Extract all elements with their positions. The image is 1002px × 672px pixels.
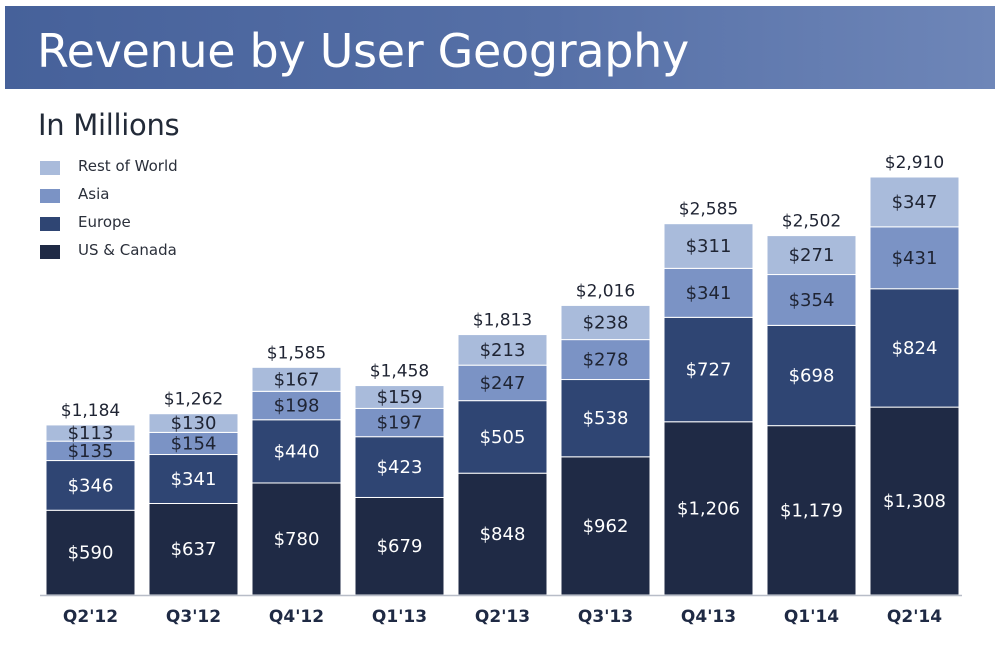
bar-segment-us-canada-q2-13	[457, 472, 548, 596]
bar-segment-rest-of-world-q1-13	[354, 385, 445, 409]
data-label-rest-of-world-q4-13: $311	[686, 236, 732, 257]
x-tick-label-q2-14: Q2'14	[887, 607, 942, 627]
title-bar: Revenue by User Geography	[5, 6, 995, 89]
data-label-rest-of-world-q4-12: $167	[274, 369, 320, 390]
bar-segment-asia-q1-14	[766, 274, 857, 326]
legend-label-us-canada: US & Canada	[78, 241, 177, 259]
total-label-q2-14: $2,910	[885, 153, 944, 173]
legend-swatch-asia	[40, 189, 60, 203]
data-label-rest-of-world-q2-13: $213	[480, 340, 526, 361]
total-label-q4-13: $2,585	[679, 200, 738, 220]
bar-segment-rest-of-world-q3-12	[148, 413, 239, 433]
data-label-us-canada-q4-13: $1,206	[677, 498, 740, 519]
data-label-asia-q4-12: $198	[274, 396, 320, 417]
total-label-q1-14: $2,502	[782, 212, 841, 232]
data-label-us-canada-q2-12: $590	[68, 543, 114, 564]
bar-segment-us-canada-q3-12	[148, 502, 239, 596]
data-label-europe-q1-13: $423	[377, 457, 423, 478]
x-tick-label-q4-12: Q4'12	[269, 607, 324, 627]
total-label-q3-13: $2,016	[576, 281, 635, 301]
data-label-asia-q2-12: $135	[68, 441, 114, 462]
data-label-asia-q3-12: $154	[171, 433, 217, 454]
bar-segment-asia-q4-12	[251, 390, 342, 421]
data-label-europe-q4-12: $440	[274, 441, 320, 462]
x-tick-label-q1-14: Q1'14	[784, 607, 839, 627]
data-label-rest-of-world-q1-13: $159	[377, 387, 423, 408]
bar-segment-us-canada-q1-13	[354, 496, 445, 596]
data-label-us-canada-q2-14: $1,308	[883, 491, 946, 512]
bar-segment-rest-of-world-q4-12	[251, 366, 342, 392]
data-label-europe-q3-13: $538	[583, 408, 629, 429]
data-label-europe-q2-14: $824	[892, 338, 938, 359]
data-label-rest-of-world-q3-12: $130	[171, 413, 217, 434]
x-tick-label-q2-12: Q2'12	[63, 607, 118, 627]
x-tick-label-q3-12: Q3'12	[166, 607, 221, 627]
bar-segment-europe-q4-12	[251, 419, 342, 484]
total-label-q4-12: $1,585	[267, 343, 326, 363]
data-label-us-canada-q3-12: $637	[171, 539, 217, 560]
legend-swatch-rest-of-world	[40, 161, 60, 175]
data-label-us-canada-q3-13: $962	[583, 516, 629, 537]
bar-segment-asia-q3-13	[560, 339, 651, 381]
bar-segment-asia-q2-13	[457, 364, 548, 402]
bar-segment-us-canada-q4-13	[663, 421, 754, 596]
data-label-us-canada-q2-13: $848	[480, 524, 526, 545]
total-label-q2-12: $1,184	[61, 401, 120, 421]
data-label-rest-of-world-q2-14: $347	[892, 192, 938, 213]
data-label-europe-q2-12: $346	[68, 475, 114, 496]
bar-segment-us-canada-q1-14	[766, 425, 857, 596]
bar-segment-europe-q2-14	[869, 288, 960, 408]
bar-segment-rest-of-world-q1-14	[766, 235, 857, 276]
bar-segment-us-canada-q3-13	[560, 456, 651, 596]
bar-segment-asia-q2-14	[869, 226, 960, 290]
data-label-rest-of-world-q3-13: $238	[583, 313, 629, 334]
chart-subtitle: In Millions	[38, 108, 180, 142]
data-label-asia-q3-13: $278	[583, 350, 629, 371]
x-tick-label-q1-13: Q1'13	[372, 607, 427, 627]
bar-segment-rest-of-world-q2-12	[45, 424, 136, 442]
bar-segment-europe-q3-13	[560, 379, 651, 458]
bar-segment-europe-q1-13	[354, 436, 445, 498]
data-label-asia-q2-14: $431	[892, 248, 938, 269]
total-label-q3-12: $1,262	[164, 390, 223, 410]
bar-segment-asia-q1-13	[354, 407, 445, 438]
bar-segment-rest-of-world-q3-13	[560, 304, 651, 341]
bar-segment-us-canada-q4-12	[251, 482, 342, 596]
total-label-q1-13: $1,458	[370, 362, 429, 382]
data-label-asia-q4-13: $341	[686, 283, 732, 304]
bar-segment-rest-of-world-q2-13	[457, 334, 548, 366]
bar-segment-europe-q4-13	[663, 316, 754, 423]
legend-swatch-us-canada	[40, 245, 60, 259]
data-label-asia-q1-14: $354	[789, 290, 835, 311]
x-tick-label-q2-13: Q2'13	[475, 607, 530, 627]
data-label-us-canada-q1-13: $679	[377, 536, 423, 557]
data-label-europe-q2-13: $505	[480, 427, 526, 448]
page-title: Revenue by User Geography	[37, 24, 689, 78]
legend-label-europe: Europe	[78, 213, 131, 231]
bar-segment-europe-q1-14	[766, 324, 857, 427]
legend-label-rest-of-world: Rest of World	[78, 157, 178, 175]
bar-segment-rest-of-world-q2-14	[869, 176, 960, 228]
data-label-europe-q4-13: $727	[686, 360, 732, 381]
data-label-us-canada-q4-12: $780	[274, 529, 320, 550]
data-label-us-canada-q1-14: $1,179	[780, 500, 843, 521]
data-label-rest-of-world-q1-14: $271	[789, 245, 835, 266]
data-label-europe-q1-14: $698	[789, 366, 835, 387]
legend-label-asia: Asia	[78, 185, 110, 203]
total-label-q2-13: $1,813	[473, 311, 532, 331]
legend-swatch-europe	[40, 217, 60, 231]
data-label-asia-q2-13: $247	[480, 373, 526, 394]
data-label-asia-q1-13: $197	[377, 413, 423, 434]
x-tick-label-q4-13: Q4'13	[681, 607, 736, 627]
data-label-rest-of-world-q2-12: $113	[68, 423, 114, 444]
x-tick-label-q3-13: Q3'13	[578, 607, 633, 627]
data-label-europe-q3-12: $341	[171, 469, 217, 490]
bar-segment-rest-of-world-q4-13	[663, 223, 754, 269]
